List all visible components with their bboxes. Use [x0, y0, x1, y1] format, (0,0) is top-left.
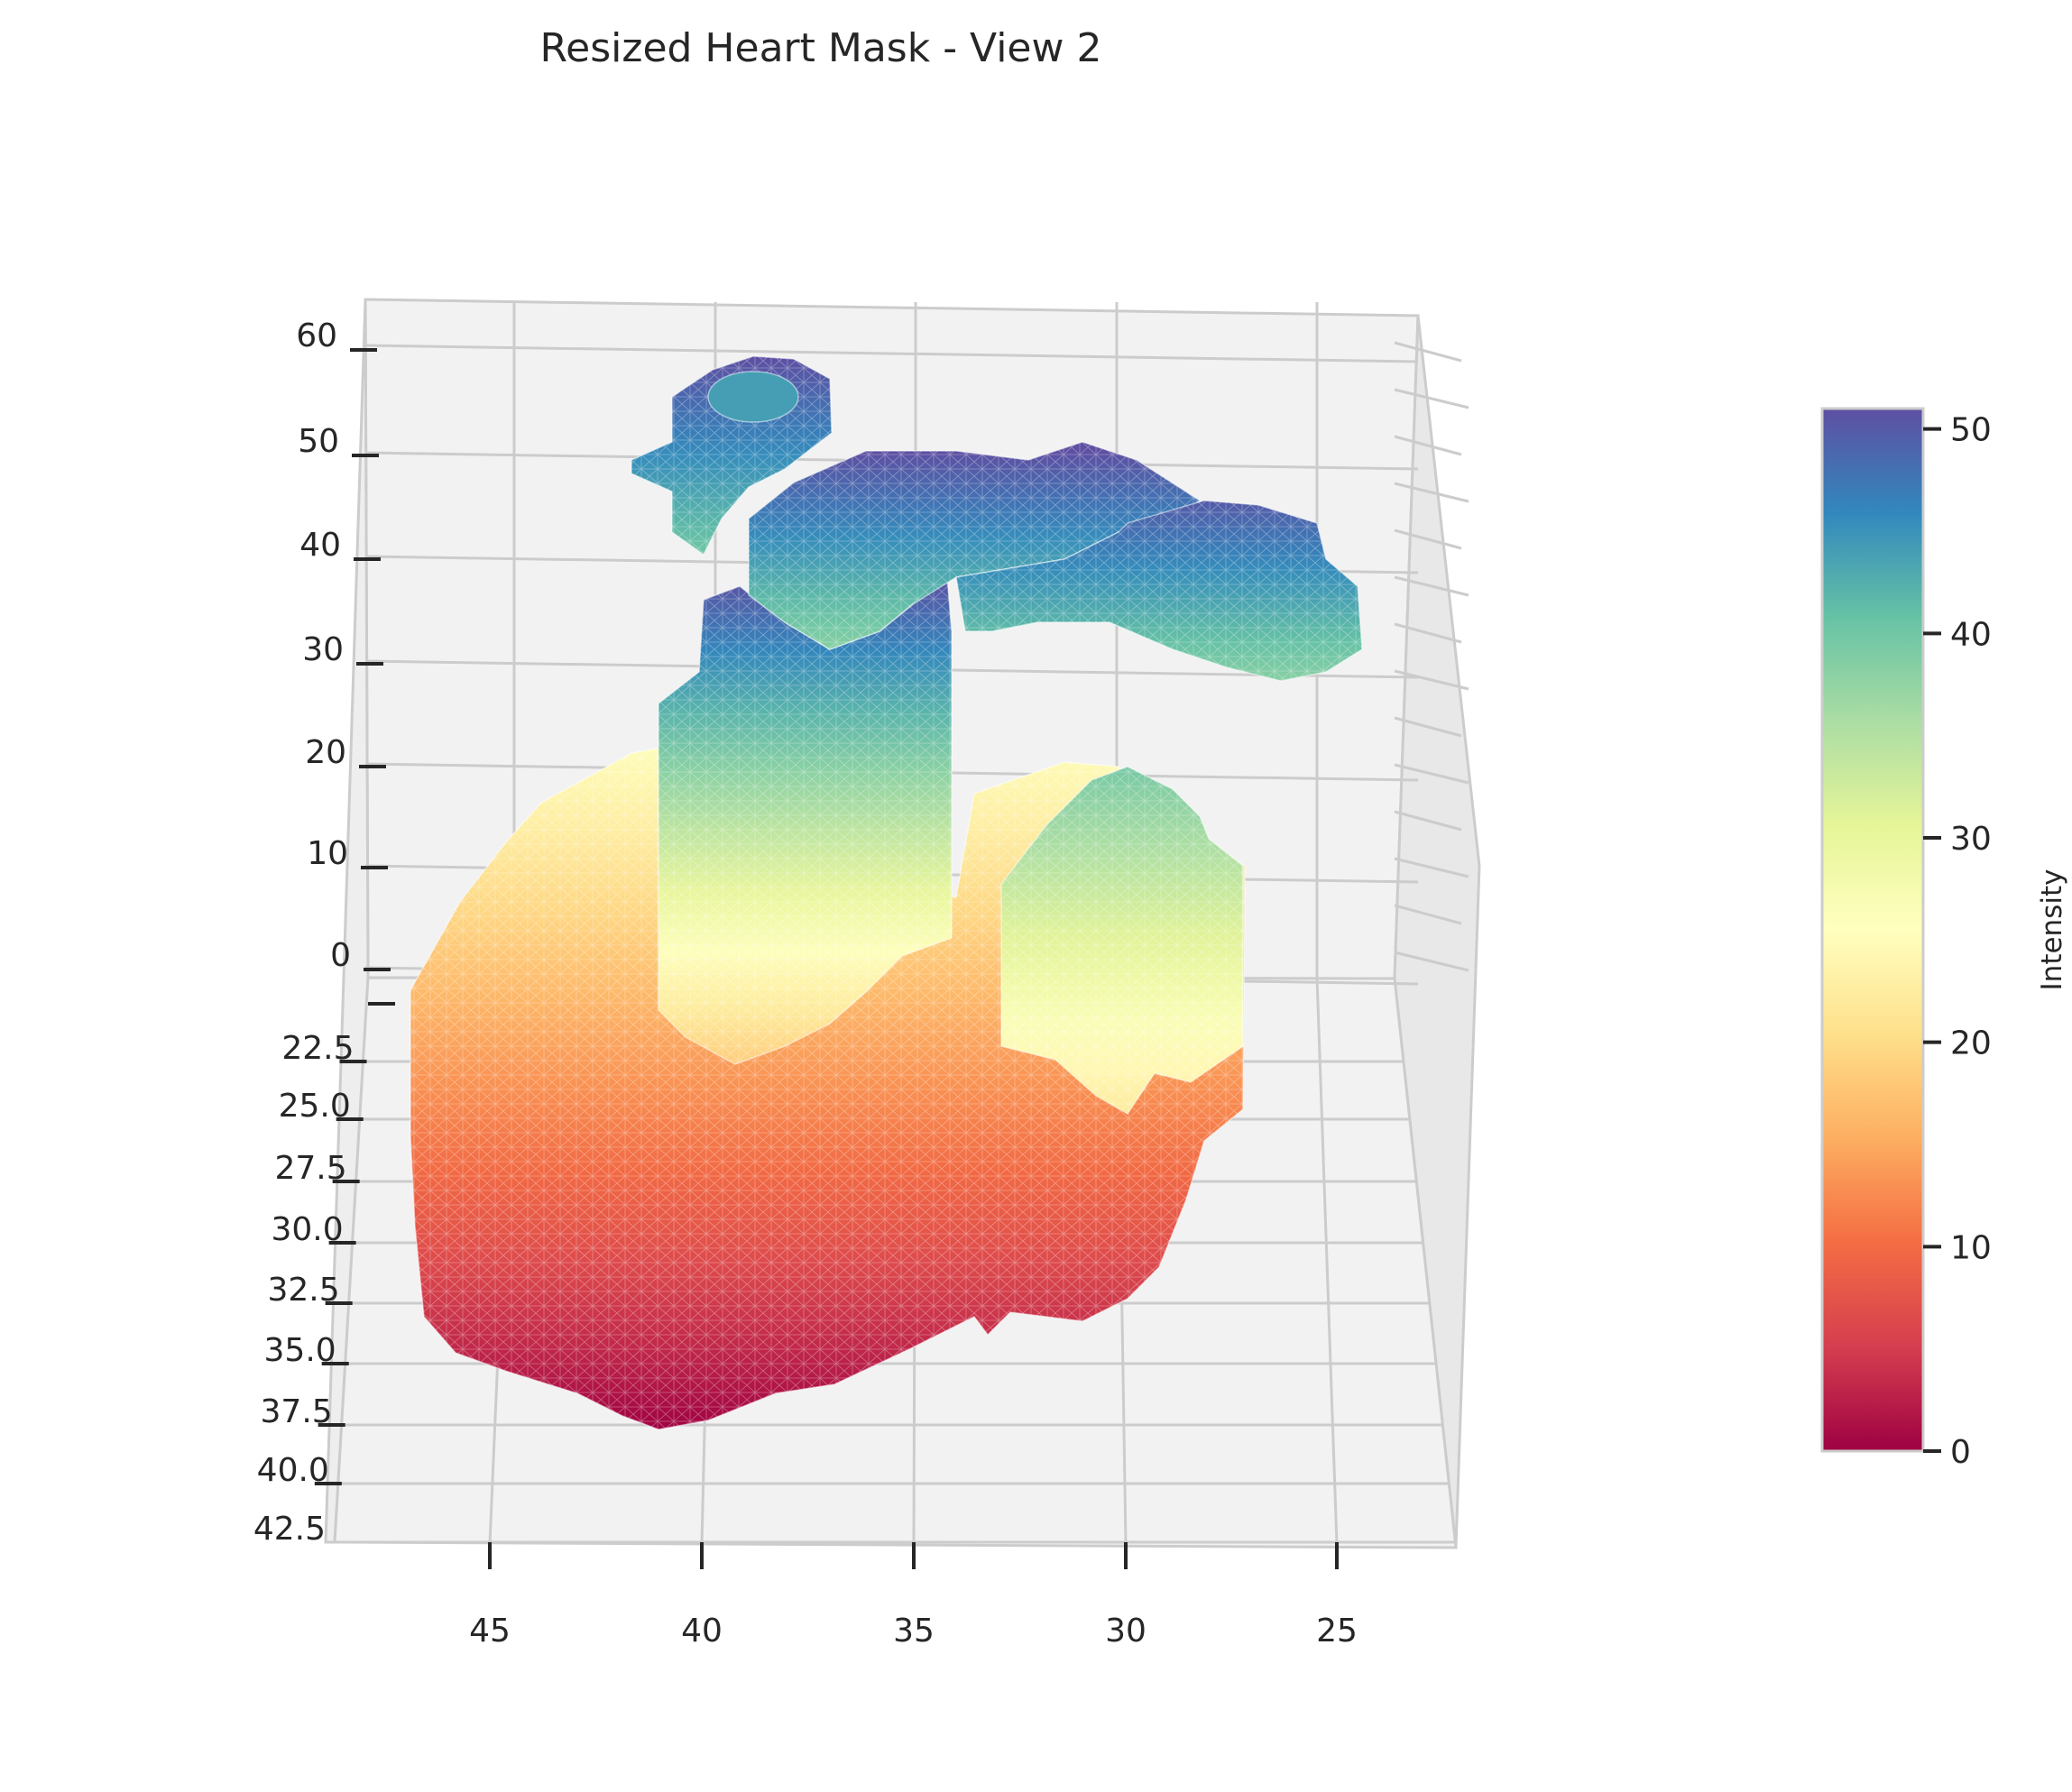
grid-line-right-pane [1394, 435, 1462, 456]
y-tick-label: 35.0 [264, 1332, 336, 1369]
colorbar-tick-label: 40 [1950, 616, 1992, 653]
z-tick-label: 10 [307, 835, 348, 872]
x-tick-label: 35 [893, 1613, 935, 1650]
colorbar-tick-label: 0 [1950, 1434, 1971, 1471]
grid-line-right-pane [1394, 810, 1462, 832]
grid-line-right-pane [1394, 857, 1469, 878]
z-tick-label: 60 [296, 317, 337, 354]
z-axis: 60 50 40 30 20 10 0 [296, 317, 395, 1006]
grid-line-right-pane [1394, 388, 1469, 409]
grid-line-right-pane [1394, 669, 1469, 691]
grid-line-right-pane [1394, 622, 1462, 644]
grid-line-right-pane [1394, 482, 1469, 503]
grid-line-right-pane [1394, 341, 1462, 363]
y-tick-label: 42.5 [253, 1511, 326, 1548]
y-tick-label: 25.0 [279, 1088, 351, 1125]
z-tick-label: 0 [330, 937, 351, 974]
right-tower-mesh [1001, 767, 1243, 1114]
chart-title: Resized Heart Mask - View 2 [540, 25, 1102, 71]
right-arm-mesh [956, 501, 1362, 681]
x-tick-label: 40 [681, 1613, 723, 1650]
grid-line-right-pane [1394, 575, 1469, 597]
z-tick-label: 30 [302, 631, 344, 668]
grid-line-right-pane [1394, 904, 1462, 925]
colorbar-tick-label: 10 [1950, 1229, 1992, 1266]
y-tick-label: 22.5 [281, 1030, 354, 1067]
grid-line-right-pane [1394, 528, 1462, 550]
colorbar: 0 10 20 30 40 50 Intensity [1820, 407, 2068, 1471]
grid-line-x-floor [1315, 977, 1339, 1545]
colorbar-tick-label: 50 [1950, 412, 1992, 449]
y-tick-label: 32.5 [268, 1272, 340, 1309]
y-tick-label: 30.0 [271, 1211, 343, 1248]
z-tick-label: 40 [299, 527, 341, 564]
z-tick-label: 50 [298, 423, 339, 460]
colorbar-tick-label: 20 [1950, 1025, 1992, 1062]
z-tick-label: 20 [305, 734, 346, 771]
y-axis: 22.5 25.0 27.5 30.0 32.5 35.0 37.5 40.0 42.5 [253, 1030, 367, 1548]
colorbar-ticks: 0 10 20 30 40 50 [1923, 412, 1992, 1471]
grid-line-right-pane [1394, 716, 1462, 738]
colorbar-fill [1820, 407, 1925, 1453]
small-top-ring-hole [707, 371, 799, 423]
grid-line-right-pane [1394, 763, 1469, 785]
colorbar-tick-label: 30 [1950, 821, 1992, 858]
y-tick-label: 37.5 [261, 1393, 333, 1430]
x-tick-label: 25 [1316, 1613, 1358, 1650]
x-tick-label: 45 [469, 1613, 511, 1650]
left-column-mesh [658, 577, 952, 1064]
grid-line-z [364, 344, 1419, 363]
x-axis: 45 40 35 30 25 [469, 1542, 1358, 1650]
heart-surface [410, 355, 1363, 1430]
y-tick-label: 27.5 [274, 1150, 346, 1187]
y-tick-label: 40.0 [257, 1452, 329, 1489]
upper-plate-mesh [749, 442, 1200, 649]
x-tick-label: 30 [1105, 1613, 1147, 1650]
grid-line-right-pane [1394, 951, 1469, 972]
colorbar-label: Intensity [2036, 869, 2068, 991]
